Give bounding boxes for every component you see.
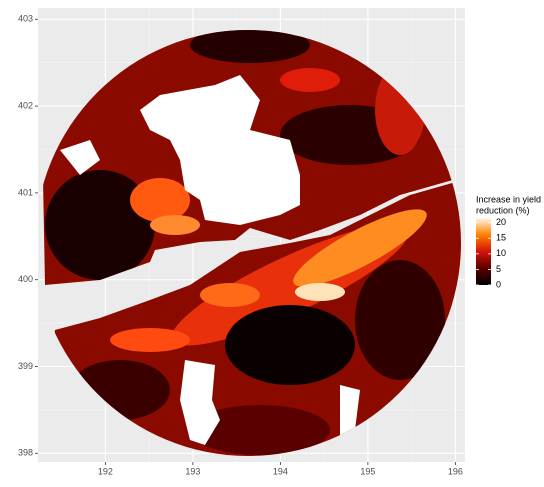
heat-region xyxy=(200,283,260,307)
y-tick-label: 401 xyxy=(18,187,33,197)
no-data-region xyxy=(60,140,100,175)
colorbar-label: 10 xyxy=(496,248,506,258)
y-tick-label: 400 xyxy=(18,274,33,284)
axes: 192 193 194 195 196 398 399 400 401 402 403 xyxy=(18,14,463,477)
heat-region xyxy=(293,209,427,287)
heat-region xyxy=(355,260,445,380)
heat-region xyxy=(295,283,345,301)
y-tick-label: 398 xyxy=(18,448,33,458)
colorbar-label: 20 xyxy=(496,217,506,227)
x-tick-label: 194 xyxy=(273,466,288,476)
heat-region xyxy=(225,305,355,385)
no-data-region xyxy=(340,385,360,440)
colorbar-label: 0 xyxy=(496,279,501,289)
y-tick-label: 399 xyxy=(18,361,33,371)
y-tick-label: 403 xyxy=(18,14,33,24)
colorbar xyxy=(476,218,491,285)
heat-region xyxy=(280,68,340,92)
colorbar-label: 15 xyxy=(496,233,506,243)
heat-region xyxy=(130,178,190,222)
heat-region xyxy=(150,215,200,235)
colorbar-label: 5 xyxy=(496,264,501,274)
legend-title: reduction (%) xyxy=(476,205,530,215)
no-data-region xyxy=(180,360,220,445)
x-tick-label: 192 xyxy=(98,466,113,476)
heat-region xyxy=(110,328,190,352)
y-tick-label: 402 xyxy=(18,100,33,110)
legend: Increase in yield reduction (%) 0 5 10 15 20 xyxy=(476,194,541,289)
heat-region xyxy=(190,405,330,455)
x-tick-label: 196 xyxy=(448,466,463,476)
x-tick-label: 195 xyxy=(360,466,375,476)
heat-region xyxy=(190,30,310,63)
x-tick-label: 193 xyxy=(185,466,200,476)
heat-region xyxy=(45,170,155,280)
legend-title: Increase in yield xyxy=(476,194,541,204)
no-data-region xyxy=(140,75,300,225)
